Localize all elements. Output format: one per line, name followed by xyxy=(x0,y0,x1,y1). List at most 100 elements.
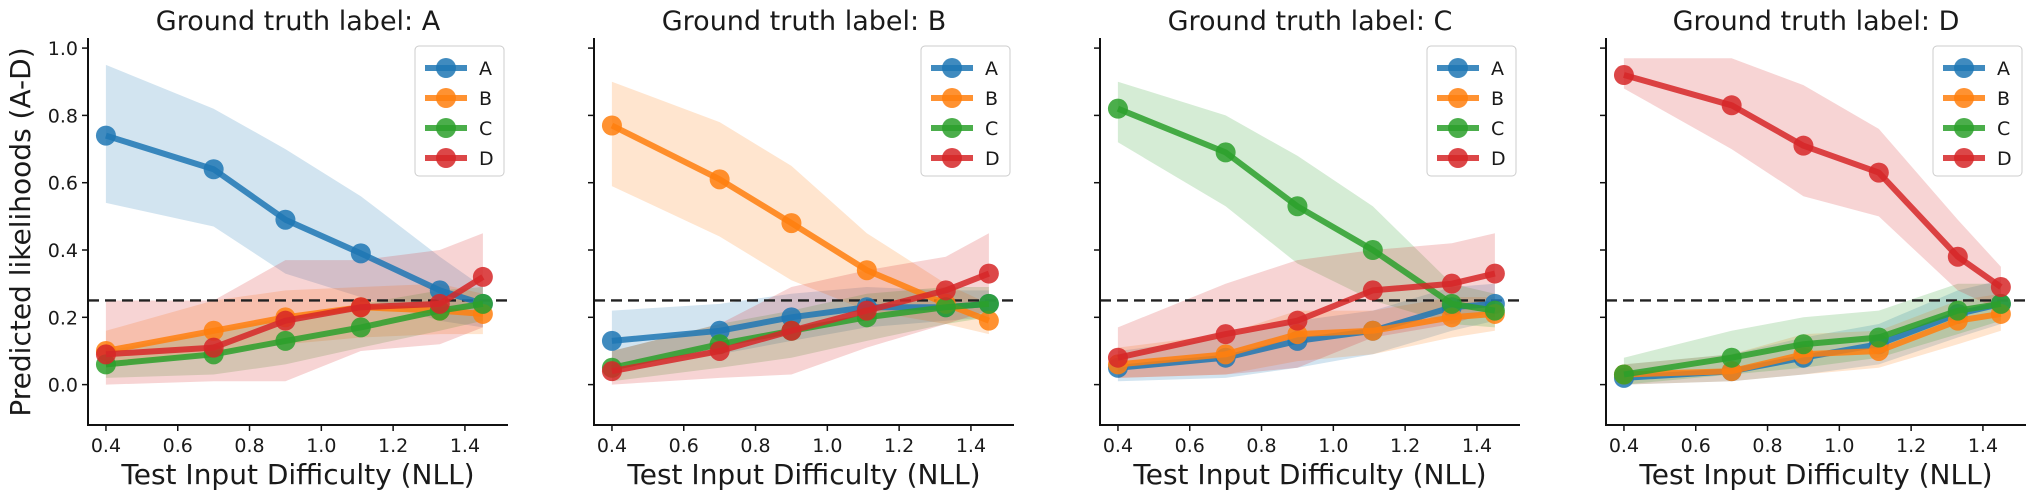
legend-label: C xyxy=(479,118,492,140)
point-C xyxy=(1287,196,1308,217)
point-D xyxy=(781,320,802,341)
x-tick-label: 1.0 xyxy=(812,435,842,457)
point-D xyxy=(275,310,296,331)
legend-swatch-marker xyxy=(436,148,456,168)
y-tick-label: 1.0 xyxy=(48,38,78,60)
x-tick-label: 1.4 xyxy=(1462,435,1492,457)
x-tick-label: 1.2 xyxy=(378,435,408,457)
legend-swatch-marker xyxy=(1954,58,1974,78)
legend-box xyxy=(1426,45,1517,177)
point-C xyxy=(1868,327,1889,348)
point-C xyxy=(1721,347,1742,368)
point-B xyxy=(203,320,224,341)
point-D xyxy=(95,344,116,365)
point-C xyxy=(1793,334,1814,355)
point-D xyxy=(429,293,450,314)
legend-swatch-marker xyxy=(1954,118,1974,138)
point-B xyxy=(601,115,622,136)
point-D xyxy=(1613,65,1634,86)
x-tick-label: 1.0 xyxy=(1318,435,1348,457)
subplot-title: Ground truth label: D xyxy=(1673,6,1960,37)
x-tick-label: 0.6 xyxy=(1175,435,1205,457)
x-tick-label: 0.8 xyxy=(740,435,770,457)
point-C xyxy=(1362,240,1383,261)
legend-swatch-marker xyxy=(1954,148,1974,168)
legend-swatch-marker xyxy=(436,58,456,78)
point-D xyxy=(203,337,224,358)
point-D xyxy=(1441,273,1462,294)
legend-label: A xyxy=(479,58,492,80)
x-tick-label: 0.4 xyxy=(1103,435,1133,457)
point-C xyxy=(1107,98,1128,119)
x-axis-label: Test Input Difficulty (NLL) xyxy=(1132,458,1486,491)
x-tick-label: 1.0 xyxy=(306,435,336,457)
point-B xyxy=(781,213,802,234)
point-D xyxy=(472,266,493,287)
y-axis-label: Predicted likelihoods (A-D) xyxy=(4,47,37,416)
y-tick-label: 0.0 xyxy=(48,375,78,397)
x-axis-label: Test Input Difficulty (NLL) xyxy=(1638,458,1992,491)
legend-box xyxy=(414,45,505,177)
band-B xyxy=(611,81,989,335)
point-C xyxy=(1484,300,1505,321)
y-tick-label: 0.4 xyxy=(48,240,78,262)
x-tick-label: 0.6 xyxy=(163,435,193,457)
band-A xyxy=(105,64,483,328)
subplot-title: Ground truth label: B xyxy=(662,6,946,37)
point-D xyxy=(350,297,371,318)
point-C xyxy=(935,297,956,318)
legend-swatch-marker xyxy=(436,88,456,108)
subplot-title: Ground truth label: C xyxy=(1168,6,1453,37)
legend-label: D xyxy=(479,148,494,170)
subplot-4: 0.4 0.6 0.8 1.0 1.2 1.4 Ground truth label: D T… xyxy=(1600,6,2026,491)
point-A xyxy=(601,330,622,351)
point-D xyxy=(1107,347,1128,368)
x-tick-label: 0.8 xyxy=(1246,435,1276,457)
point-D xyxy=(1287,310,1308,331)
legend-label: D xyxy=(985,148,1000,170)
x-tick-label: 1.4 xyxy=(1968,435,1998,457)
subplot-title: Ground truth label: A xyxy=(156,6,441,37)
legend-label: B xyxy=(985,88,998,110)
point-B xyxy=(856,260,877,281)
point-A xyxy=(350,243,371,264)
legend-swatch-marker xyxy=(942,58,962,78)
point-D xyxy=(1484,263,1505,284)
point-D xyxy=(1793,135,1814,156)
legend-label: B xyxy=(1491,88,1504,110)
point-B xyxy=(1215,344,1236,365)
x-tick-label: 0.8 xyxy=(1752,435,1782,457)
legend-swatch-marker xyxy=(1448,58,1468,78)
legend-label: C xyxy=(1491,118,1504,140)
legend-label: A xyxy=(985,58,998,80)
point-B xyxy=(978,310,999,331)
legend-label: C xyxy=(985,118,998,140)
point-D xyxy=(1362,280,1383,301)
point-A xyxy=(275,209,296,230)
point-C xyxy=(978,293,999,314)
point-C xyxy=(275,330,296,351)
point-D xyxy=(978,263,999,284)
legend-label: C xyxy=(1997,118,2010,140)
point-D xyxy=(601,361,622,382)
band-D xyxy=(1623,58,2001,311)
x-axis-label: Test Input Difficulty (NLL) xyxy=(120,458,474,491)
point-C xyxy=(1613,364,1634,385)
x-tick-label: 0.6 xyxy=(1681,435,1711,457)
point-B xyxy=(709,169,730,190)
x-axis-label: Test Input Difficulty (NLL) xyxy=(626,458,980,491)
x-tick-label: 1.2 xyxy=(1896,435,1926,457)
legend-label: A xyxy=(1491,58,1504,80)
point-D xyxy=(1947,246,1968,267)
point-C xyxy=(472,293,493,314)
y-tick-label: 0.2 xyxy=(48,307,78,329)
subplot-1: 0.4 0.6 0.8 1.0 1.2 1.4 0.0 0.2 0.4 0.6 0.8 1.0 Grou… xyxy=(4,6,508,491)
x-tick-label: 0.4 xyxy=(597,435,627,457)
legend-label: A xyxy=(1997,58,2010,80)
point-D xyxy=(709,340,730,361)
point-C xyxy=(1215,142,1236,163)
point-B xyxy=(1362,320,1383,341)
